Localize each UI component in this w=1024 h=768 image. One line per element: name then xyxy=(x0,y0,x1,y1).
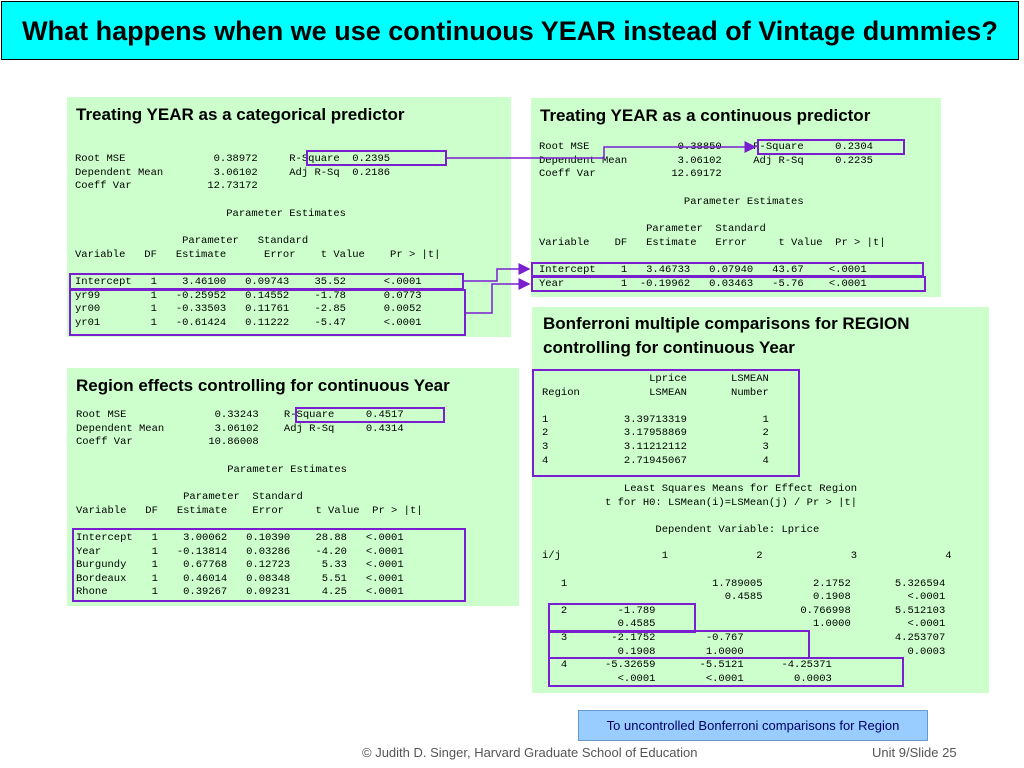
highlight-row-3 xyxy=(548,630,810,659)
panel-categorical-title: Treating YEAR as a categorical predictor xyxy=(76,105,405,124)
panel-bonferroni-title-line2: controlling for continuous Year xyxy=(543,338,795,357)
panel-continuous-title: Treating YEAR as a continuous predictor xyxy=(540,106,871,125)
highlight-years-categorical xyxy=(69,289,466,336)
highlight-rsquare-continuous xyxy=(757,139,905,155)
bonferroni-matrix-rows: 1 1.789005 2.1752 5.326594 0.4585 0.1908… xyxy=(560,577,946,685)
categorical-params-header: Parameter Estimates Parameter Standard V… xyxy=(75,208,441,261)
region-fit-stats: Root MSE 0.33243 R-Square 0.4517 Depende… xyxy=(76,409,404,449)
highlight-intercept-categorical xyxy=(69,273,464,290)
panel-bonferroni-title-line1: Bonferroni multiple comparisons for REGI… xyxy=(543,314,910,333)
bonferroni-lsmeans: Lprice LSMEAN Region LSMEAN Number 1 3.3… xyxy=(542,373,769,467)
highlight-lsmeans xyxy=(532,369,800,477)
panel-region: Region effects controlling for continuou… xyxy=(67,368,519,606)
categorical-fit-stats: Root MSE 0.38972 R-Square 0.2395 Depende… xyxy=(75,153,391,193)
continuous-params-header: Parameter Estimates Parameter Standard V… xyxy=(539,196,886,249)
categorical-params-rows: Intercept 1 3.46100 0.09743 35.52 <.0001… xyxy=(75,276,422,329)
highlight-year-continuous xyxy=(531,276,926,292)
highlight-rsquare-categorical xyxy=(306,150,447,166)
highlight-region-params xyxy=(72,528,466,602)
bonferroni-matrix-header: i/j 1 2 3 4 xyxy=(542,550,952,562)
footer-slide-number: Unit 9/Slide 25 xyxy=(872,745,957,760)
bonferroni-caption: Least Squares Means for Effect Region t … xyxy=(605,483,858,536)
panel-categorical: Treating YEAR as a categorical predictor… xyxy=(67,97,511,337)
highlight-rsquare-region xyxy=(295,407,445,423)
title-bar: What happens when we use continuous YEAR… xyxy=(1,1,1019,60)
highlight-row-4 xyxy=(548,657,904,687)
highlight-intercept-continuous xyxy=(531,262,924,277)
slide-title: What happens when we use continuous YEAR… xyxy=(22,16,998,46)
region-params-rows: Intercept 1 3.00062 0.10390 28.88 <.0001… xyxy=(76,532,404,599)
continuous-params-rows: Intercept 1 3.46733 0.07940 43.67 <.0001… xyxy=(539,264,867,290)
panel-bonferroni: Bonferroni multiple comparisons for REGI… xyxy=(532,307,989,693)
panel-region-title: Region effects controlling for continuou… xyxy=(76,376,450,395)
highlight-row-2 xyxy=(548,603,696,633)
region-params-header: Parameter Estimates Parameter Standard V… xyxy=(76,464,423,517)
footer-copyright: © Judith D. Singer, Harvard Graduate Sch… xyxy=(362,745,698,760)
uncontrolled-bonferroni-link-button[interactable]: To uncontrolled Bonferroni comparisons f… xyxy=(578,710,928,741)
